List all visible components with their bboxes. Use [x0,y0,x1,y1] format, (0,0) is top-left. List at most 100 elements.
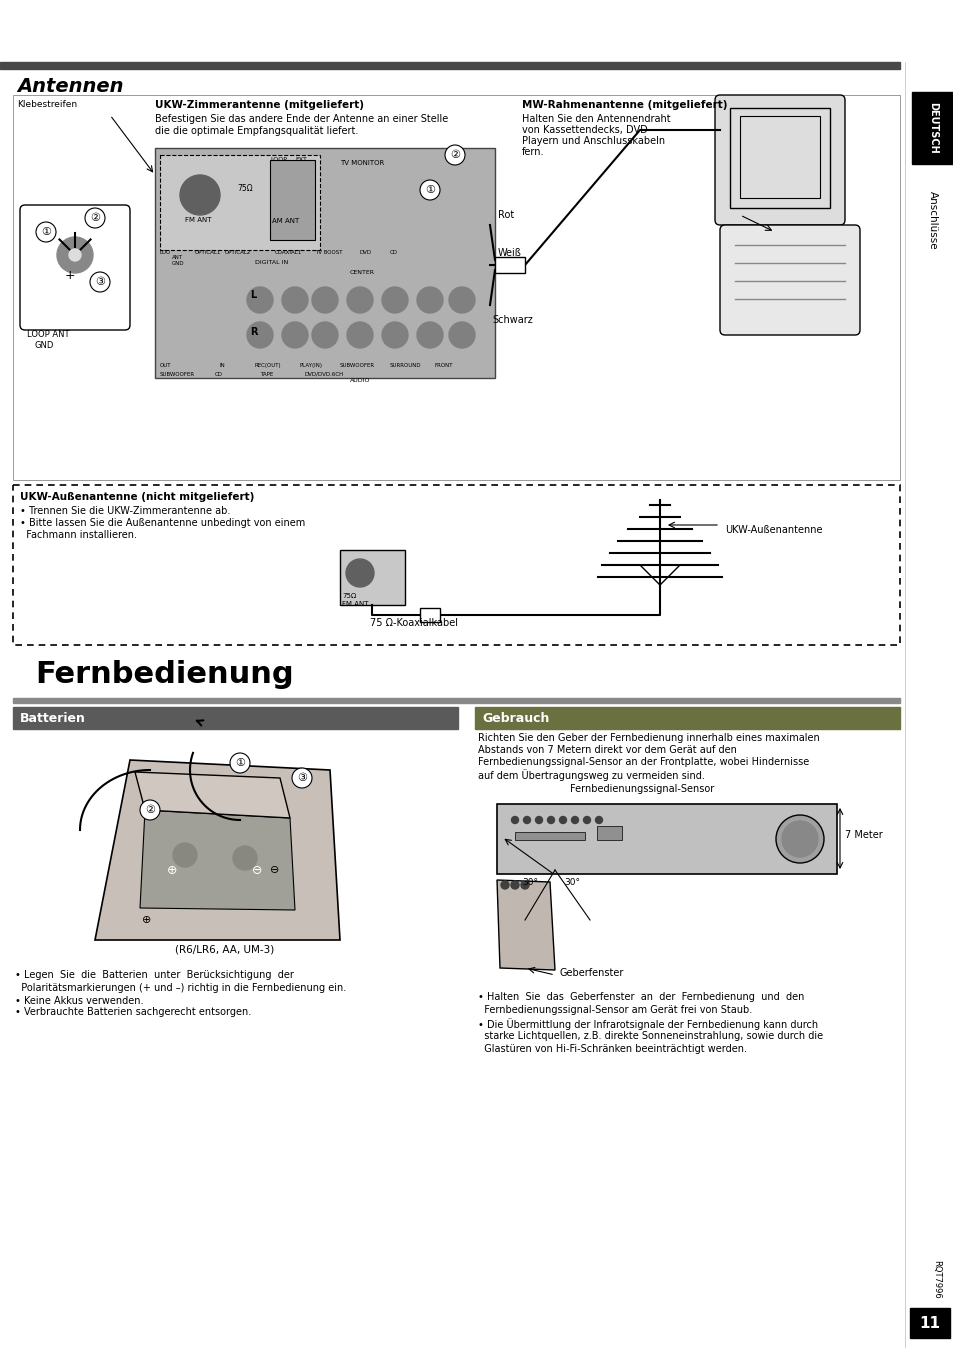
Text: SURROUND: SURROUND [390,363,421,368]
Text: 75 Ω-Koaxialkabel: 75 Ω-Koaxialkabel [370,617,457,628]
Text: 30°: 30° [521,878,537,887]
Text: Batterien: Batterien [20,712,86,724]
Text: RQT7996: RQT7996 [931,1260,941,1298]
Text: Fernbedienungssignal-Sensor am Gerät frei von Staub.: Fernbedienungssignal-Sensor am Gerät fre… [477,1006,752,1015]
Bar [154,148,495,377]
Text: CD: CD [214,372,223,377]
Text: ②: ② [90,213,100,222]
Bar [13,698,899,704]
Text: Fachmann installieren.: Fachmann installieren. [20,530,137,541]
Text: DEUTSCH: DEUTSCH [927,102,937,154]
Polygon shape [140,810,294,910]
Text: SUBWOOFER: SUBWOOFER [339,363,375,368]
Bar [419,608,439,621]
Circle shape [347,322,373,348]
Text: auf dem Übertragungsweg zu vermeiden sind.: auf dem Übertragungsweg zu vermeiden sin… [477,768,704,780]
Circle shape [571,817,578,824]
Text: Fernbedienung: Fernbedienung [35,661,294,689]
Text: • Legen  Sie  die  Batterien  unter  Berücksichtigung  der: • Legen Sie die Batterien unter Berücksi… [15,971,294,980]
Text: Befestigen Sie das andere Ende der Antenne an einer Stelle: Befestigen Sie das andere Ende der Anten… [154,115,448,124]
Circle shape [558,817,566,824]
Bar [13,94,899,480]
Text: DVD/DVD.6CH: DVD/DVD.6CH [305,372,344,377]
Circle shape [247,322,273,348]
Text: FM ANT: FM ANT [341,601,368,607]
Bar [729,108,829,208]
Text: 75Ω: 75Ω [236,183,253,193]
Text: Playern und Anschlusskabeln: Playern und Anschlusskabeln [521,136,664,146]
Circle shape [583,817,590,824]
Text: ⊕: ⊕ [142,915,152,925]
Text: • Verbrauchte Batterien sachgerecht entsorgen.: • Verbrauchte Batterien sachgerecht ents… [15,1007,251,1016]
Circle shape [500,882,509,888]
Text: DIGITAL IN: DIGITAL IN [254,260,288,266]
Text: ②: ② [450,150,459,160]
Text: FRONT: FRONT [435,363,453,368]
Circle shape [180,175,220,214]
Circle shape [444,146,464,164]
Circle shape [233,847,256,869]
Text: EXT: EXT [294,156,307,162]
Text: ①: ① [424,185,435,195]
Text: ⊖: ⊖ [252,864,262,876]
Circle shape [416,322,442,348]
Bar [515,832,584,840]
Text: 75Ω: 75Ω [341,593,355,599]
Text: CD: CD [390,249,397,255]
Circle shape [282,322,308,348]
Text: ③: ③ [95,276,105,287]
Text: (R6/LR6, AA, UM-3): (R6/LR6, AA, UM-3) [175,945,274,954]
Text: ①: ① [41,226,51,237]
Text: L: L [250,290,256,301]
Circle shape [347,287,373,313]
Text: Rot: Rot [497,210,514,220]
Circle shape [140,799,160,820]
Text: MW-Rahmenantenne (mitgeliefert): MW-Rahmenantenne (mitgeliefert) [521,100,727,111]
Text: • Halten  Sie  das  Geberfenster  an  der  Fernbedienung  und  den: • Halten Sie das Geberfenster an der Fer… [477,992,803,1002]
Text: TV BOOST: TV BOOST [314,249,342,255]
Circle shape [781,821,817,857]
Text: OUT: OUT [160,363,172,368]
Circle shape [57,237,92,274]
Text: Abstands von 7 Metern direkt vor dem Gerät auf den: Abstands von 7 Metern direkt vor dem Ger… [477,745,736,755]
FancyBboxPatch shape [720,225,859,336]
Polygon shape [497,880,555,971]
Text: REC(OUT): REC(OUT) [254,363,281,368]
Circle shape [416,287,442,313]
Text: ⊖: ⊖ [270,865,279,875]
Bar [909,1308,949,1339]
Text: Polaritätsmarkierungen (+ und –) richtig in die Fernbedienung ein.: Polaritätsmarkierungen (+ und –) richtig… [15,983,346,993]
Text: 30°: 30° [563,878,579,887]
Text: COAXIAL1: COAXIAL1 [274,249,302,255]
Bar [270,160,314,240]
Text: FM ANT: FM ANT [185,217,212,222]
Text: Klebestreifen: Klebestreifen [17,100,77,109]
Text: ③: ③ [296,772,307,783]
Text: 11: 11 [919,1316,940,1330]
Text: OPTICAL2: OPTICAL2 [225,249,251,255]
Circle shape [520,882,529,888]
Circle shape [292,768,312,789]
Text: UKW-Außenantenne: UKW-Außenantenne [724,524,821,535]
Circle shape [247,287,273,313]
Bar [13,706,457,729]
Circle shape [90,272,110,293]
Text: CENTER: CENTER [350,270,375,275]
Text: Fernbedienungssignal-Sensor an der Frontplatte, wobei Hindernisse: Fernbedienungssignal-Sensor an der Front… [477,758,808,767]
Circle shape [36,222,56,243]
Text: Antennen: Antennen [17,77,123,96]
Text: Fernbedienungssignal-Sensor: Fernbedienungssignal-Sensor [569,785,714,794]
Circle shape [172,842,196,867]
Circle shape [419,181,439,200]
Circle shape [381,287,408,313]
Bar [13,485,899,644]
Text: 7 Meter: 7 Meter [844,830,882,840]
Circle shape [381,322,408,348]
Text: Weiß: Weiß [497,248,521,257]
Text: Anschlüsse: Anschlüsse [927,190,937,249]
Text: ⊕: ⊕ [167,864,177,876]
Text: GND: GND [172,262,185,266]
FancyBboxPatch shape [714,94,844,225]
Text: DVD: DVD [359,249,372,255]
Circle shape [535,817,542,824]
